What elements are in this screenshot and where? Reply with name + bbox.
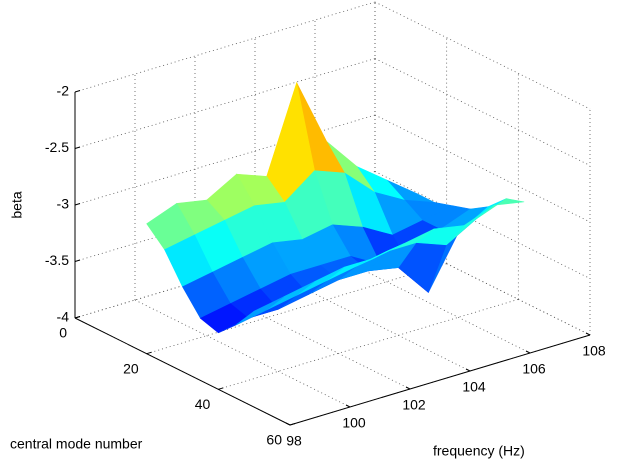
tick-mark	[585, 332, 591, 336]
y-axis	[74, 317, 291, 426]
tick-mark	[74, 316, 81, 319]
x-tick-label: 100	[342, 415, 366, 431]
grid-line	[74, 1, 376, 93]
tick-mark	[405, 386, 411, 390]
grid-line	[74, 114, 376, 206]
grid-line	[74, 58, 376, 149]
y-axis-label: central mode number	[10, 436, 143, 452]
x-tick-label: 108	[582, 343, 606, 359]
y-tick-label: 20	[123, 360, 139, 376]
x-tick-label: 104	[462, 379, 486, 395]
surface-cell	[236, 296, 285, 326]
x-tick-label: 98	[286, 433, 302, 449]
tick-mark	[285, 422, 291, 426]
grid-line	[134, 299, 351, 408]
grid-line	[146, 263, 447, 355]
z-tick-label: -2	[57, 83, 70, 99]
tick-mark	[74, 90, 81, 93]
tick-mark	[74, 203, 81, 206]
x-tick-label: 106	[522, 361, 546, 377]
grid-line	[374, 171, 591, 279]
x-axis-label: frequency (Hz)	[433, 443, 525, 459]
grid-line	[374, 1, 591, 110]
z-axis-label: beta	[9, 191, 25, 218]
z-tick-label: -3	[57, 196, 70, 212]
grid-line	[218, 298, 519, 390]
z-tick-label: -4	[57, 309, 70, 325]
tick-mark	[465, 368, 471, 372]
tick-mark	[74, 259, 81, 262]
grid-line	[374, 58, 591, 166]
tick-mark	[345, 404, 351, 408]
z-tick-label: -2.5	[45, 139, 69, 155]
tick-mark	[146, 351, 152, 355]
x-tick-label: 102	[402, 397, 426, 413]
grid-line	[374, 114, 591, 223]
tick-mark	[218, 387, 224, 390]
y-tick-label: 40	[195, 396, 211, 412]
tick-mark	[525, 350, 531, 354]
y-tick-label: 0	[59, 325, 67, 341]
tick-mark	[74, 146, 81, 149]
x-axis	[289, 334, 591, 426]
y-tick-label: 60	[266, 432, 282, 448]
z-tick-label: -3.5	[45, 252, 69, 268]
tick-mark	[289, 423, 296, 426]
